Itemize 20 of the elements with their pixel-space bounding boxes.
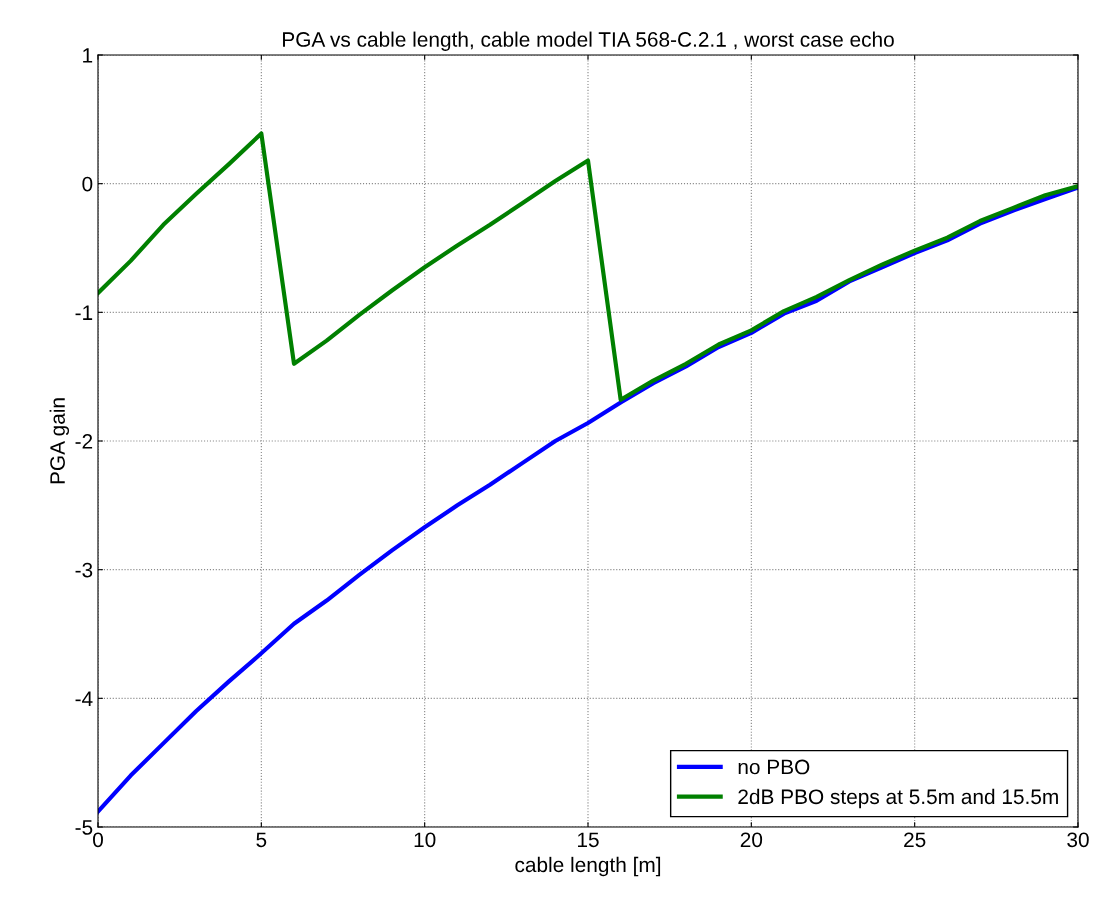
y-tick-label: 1	[83, 48, 93, 63]
x-tick-label: 10	[414, 832, 436, 848]
legend-label: no PBO	[738, 759, 810, 775]
y-tick-label: -3	[75, 562, 93, 578]
chart-title: PGA vs cable length, cable model TIA 568-C.2.1 , worst case echo	[283, 31, 894, 51]
x-tick-label: 0	[93, 832, 103, 848]
y-tick-label: 0	[82, 176, 93, 192]
x-tick-label: 20	[740, 832, 763, 848]
x-tick-label: 5	[256, 832, 267, 848]
x-tick-label: 15	[578, 832, 599, 848]
x-axis-title: cable length [m]	[515, 856, 661, 877]
x-tick-label: 30	[1067, 832, 1089, 848]
y-tick-label: -1	[75, 305, 93, 320]
x-tick-label: 25	[904, 832, 926, 848]
y-axis-title: PGA gain	[49, 398, 70, 484]
y-tick-label: -2	[75, 434, 93, 449]
y-tick-label: -5	[75, 820, 93, 835]
line-series	[98, 131, 1078, 402]
legend-label: 2dB PBO steps at 5.5m and 15.5m	[738, 788, 1058, 809]
y-tick-label: -4	[75, 691, 93, 706]
